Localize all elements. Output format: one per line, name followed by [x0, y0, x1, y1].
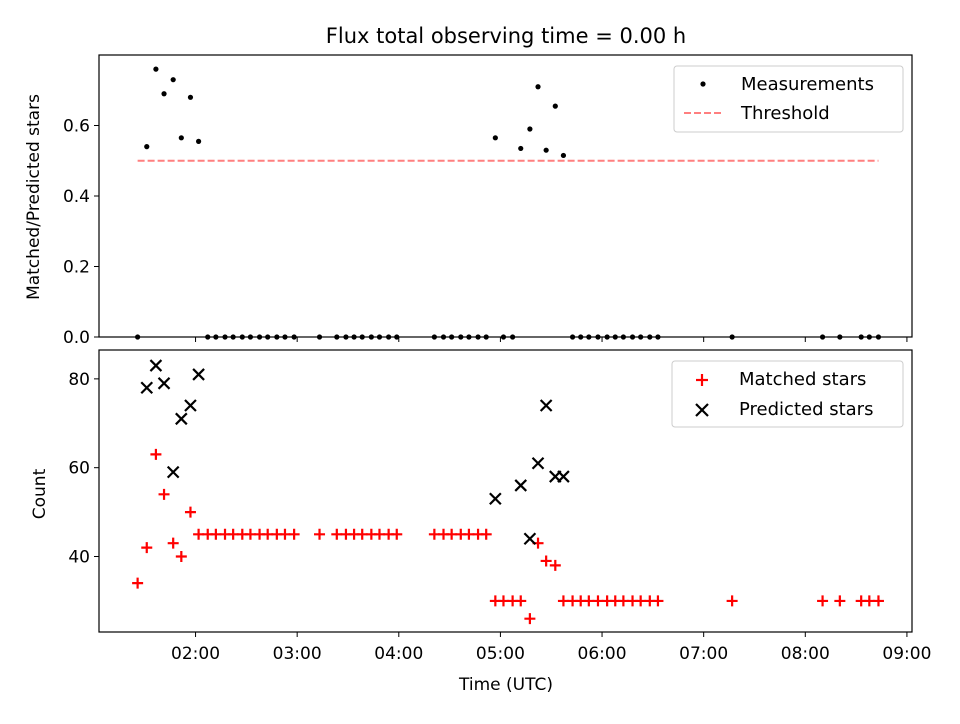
measurements-point — [153, 66, 159, 72]
bottom-axes-frame — [98, 349, 913, 633]
predicted-stars-point — [149, 359, 163, 372]
matched-stars-point — [175, 551, 187, 563]
bottom-ylabel: Count — [30, 468, 50, 519]
matched-stars-point — [391, 528, 403, 540]
matched-stars-point — [652, 595, 664, 607]
bottom-xtick-label: 02:00 — [171, 644, 220, 664]
predicted-stars-point — [539, 399, 553, 412]
bottom-xtick-label: 07:00 — [679, 644, 728, 664]
matched-stars-point — [515, 595, 527, 607]
predicted-stars-point — [514, 479, 528, 492]
measurements-point — [161, 91, 167, 97]
bottom-legend: Matched stars Predicted stars — [671, 360, 904, 428]
measurements-point — [560, 152, 567, 159]
top-ytick-label: 0.2 — [63, 258, 90, 278]
measurements-point — [552, 103, 558, 109]
legend-measurements-marker — [700, 81, 706, 87]
bottom-xlabel: Time (UTC) — [458, 675, 553, 695]
measurements-point — [144, 144, 150, 150]
predicted-stars-point — [523, 532, 537, 546]
matched-stars-point — [141, 542, 153, 554]
measurements-point — [178, 135, 184, 141]
matched-stars-point — [549, 559, 561, 571]
predicted-stars-point — [166, 465, 180, 479]
matched-stars-point — [288, 528, 300, 540]
bottom-ytick-label: 80 — [68, 370, 90, 390]
legend-threshold-label: Threshold — [740, 103, 830, 124]
matched-stars-point — [834, 595, 846, 607]
matched-stars-point — [158, 488, 170, 500]
legend-measurements-label: Measurements — [741, 74, 874, 95]
matched-stars-point — [524, 613, 536, 625]
measurements-point — [195, 138, 202, 144]
measurements-point — [535, 84, 541, 90]
matched-stars-point — [817, 595, 829, 607]
predicted-stars-point — [184, 399, 197, 412]
matched-stars-point — [872, 595, 884, 607]
predicted-stars-point — [531, 456, 545, 470]
top-ytick-label: 0.4 — [63, 187, 90, 207]
legend-predicted-marker — [695, 403, 709, 417]
predicted-stars-point — [157, 377, 171, 390]
measurements-point — [527, 126, 533, 132]
matched-stars-point — [540, 555, 552, 567]
predicted-stars-point — [175, 412, 188, 426]
matched-stars-point — [132, 577, 144, 589]
top-title: Flux total observing time = 0.00 h — [326, 24, 686, 48]
bottom-xtick-label: 04:00 — [374, 644, 423, 664]
top-ytick-label: 0.6 — [63, 117, 90, 137]
top-panel: Flux total observing time = 0.00 h 0.0 0.… — [24, 24, 913, 348]
measurements-point — [170, 77, 176, 83]
legend-predicted-label: Predicted stars — [739, 399, 873, 420]
bottom-panel: 40 60 80 02:00 03:00 04:00 05:00 06:00 07:00 08:0… — [30, 349, 931, 695]
matched-stars-point — [150, 448, 162, 460]
top-legend: Measurements Threshold — [673, 65, 904, 133]
bottom-xtick-label: 03:00 — [273, 644, 322, 664]
measurements-point — [492, 135, 498, 141]
matched-stars-point — [480, 528, 492, 540]
top-ylabel: Matched/Predicted stars — [24, 94, 44, 300]
predicted-stars-point — [557, 470, 570, 483]
predicted-stars-point — [140, 381, 154, 395]
matched-stars-point — [167, 537, 179, 549]
legend-matched-label: Matched stars — [739, 369, 866, 390]
top-ytick-label: 0.0 — [63, 328, 90, 348]
legend-matched-marker — [696, 374, 708, 386]
bottom-plot-area: 40 60 80 02:00 03:00 04:00 05:00 06:00 07:00 08:0… — [68, 359, 931, 664]
matched-stars-point — [184, 506, 196, 518]
bottom-ytick-label: 60 — [68, 459, 90, 479]
bottom-xtick-label: 08:00 — [781, 644, 830, 664]
measurements-point — [543, 147, 549, 153]
bottom-xtick-label: 05:00 — [476, 644, 525, 664]
measurements-point — [187, 94, 194, 100]
measurements-point — [518, 145, 524, 152]
bottom-xtick-label: 06:00 — [578, 644, 627, 664]
top-legend-box — [673, 65, 904, 133]
bottom-legend-box — [671, 360, 904, 428]
top-axes-frame — [98, 54, 913, 338]
bottom-ytick-label: 40 — [68, 548, 90, 568]
predicted-stars-point — [192, 368, 205, 381]
matched-stars-point — [726, 595, 738, 607]
bottom-xtick-label: 09:00 — [882, 644, 931, 664]
matched-stars-point — [314, 528, 326, 540]
predicted-stars-point — [489, 492, 502, 506]
